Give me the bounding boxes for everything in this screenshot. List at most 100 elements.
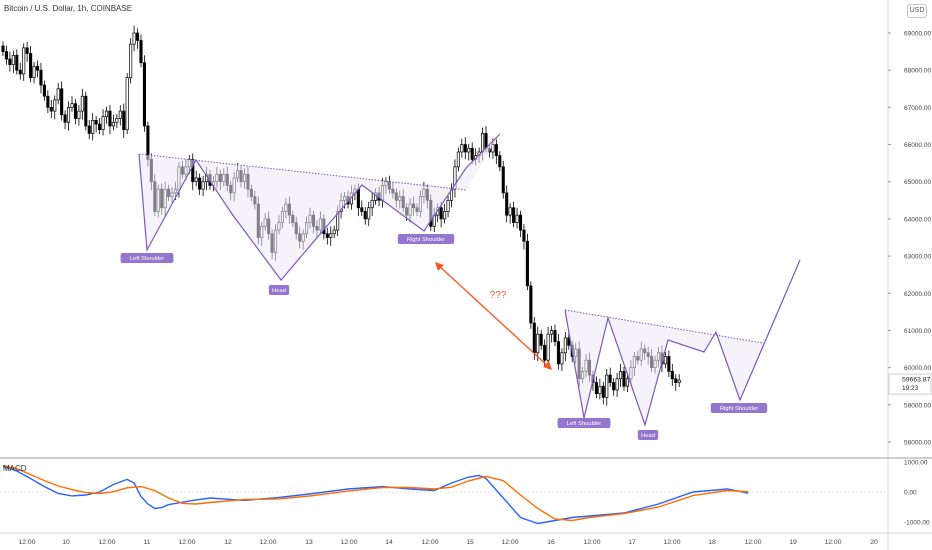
candle: [536, 326, 540, 362]
candle-body: [563, 337, 567, 354]
candle-body: [136, 32, 140, 41]
time-tick-label: 12:00: [340, 539, 357, 546]
candle-body: [139, 40, 143, 64]
candle: [360, 200, 364, 216]
candle: [32, 62, 36, 84]
candle: [467, 143, 471, 161]
candle: [453, 159, 457, 198]
candle: [198, 173, 202, 195]
time-tick-label: 12:00: [663, 539, 680, 546]
time-tick-label: 12:00: [824, 539, 841, 546]
pattern-label-left-shoulder: Left Shoulder: [567, 421, 602, 427]
time-tick-label: 12:00: [178, 539, 195, 546]
last-price-label: 59663.87: [902, 377, 931, 384]
candle: [129, 38, 133, 84]
candle: [446, 195, 450, 218]
pattern-label-right-shoulder: Right Shoulder: [407, 237, 445, 243]
candle-body: [598, 385, 602, 395]
candle-body: [456, 151, 460, 168]
time-axis[interactable]: 12:00 10 12:00 11 12:00 12 12:00 13 12:00 14 12:00…: [0, 532, 932, 546]
candle-body: [39, 69, 43, 86]
candle-body: [556, 341, 561, 365]
candle-body: [101, 116, 105, 131]
candle: [11, 50, 15, 73]
candle: [49, 99, 53, 119]
candle-body: [546, 333, 550, 361]
candle: [94, 115, 98, 133]
candle: [122, 103, 126, 139]
candle-body: [70, 103, 74, 108]
candle: [501, 160, 505, 199]
candle-body: [329, 233, 333, 238]
candle-body: [46, 95, 50, 108]
candle-body: [670, 371, 674, 380]
candle-body: [198, 177, 202, 190]
candle: [663, 352, 667, 369]
candle-body: [201, 181, 205, 190]
candle: [46, 90, 50, 114]
candle: [529, 281, 533, 329]
candle: [598, 378, 602, 400]
candle-body: [35, 66, 40, 71]
candle-body: [25, 47, 29, 54]
candle: [463, 137, 467, 160]
candle: [63, 110, 67, 130]
candle-body: [49, 107, 53, 112]
candle-body: [539, 333, 543, 346]
candle: [132, 25, 136, 52]
candle-body: [625, 378, 630, 387]
price-tick-label: 59000.00: [904, 402, 931, 409]
arrow-head-start: [435, 262, 444, 271]
candle-body: [77, 110, 81, 119]
candle-body: [443, 211, 447, 220]
pattern-2: Left Shoulder Head Right Shoulder: [557, 259, 801, 440]
time-tick-label: 12:00: [501, 539, 518, 546]
candle: [56, 82, 60, 105]
candle-body: [325, 233, 329, 238]
time-tick-label: 12:00: [744, 539, 761, 546]
candle-body: [118, 110, 122, 119]
time-tick-label: 19: [789, 539, 797, 546]
price-tick-label: 60000.00: [904, 365, 931, 372]
candle-body: [108, 110, 112, 127]
pattern-label-box: [268, 285, 290, 295]
candle: [470, 142, 474, 164]
candle: [111, 114, 115, 131]
candle-body: [612, 382, 616, 391]
candle: [549, 325, 554, 343]
candle-body: [501, 166, 505, 194]
candle: [677, 374, 681, 387]
candle-body: [1, 45, 5, 52]
candle: [443, 204, 447, 224]
candle-body: [518, 214, 523, 231]
time-tick-label: 13: [305, 539, 313, 546]
candle-body: [498, 155, 502, 168]
candle: [98, 118, 102, 135]
candle: [556, 334, 561, 370]
candle-body: [91, 120, 95, 134]
candle: [70, 96, 74, 112]
candle: [125, 73, 129, 135]
candle: [546, 326, 550, 368]
candle: [191, 153, 195, 191]
candle: [674, 374, 678, 391]
candle-body: [42, 84, 46, 97]
price-axis[interactable]: 69000.00 68000.00 67000.00 66000.00 65000.00…: [887, 0, 932, 550]
question-annotation: ???: [490, 290, 507, 301]
candle-body: [115, 118, 119, 123]
candle-body: [104, 110, 109, 118]
candle-body: [87, 125, 91, 134]
candle: [525, 233, 529, 291]
candle-body: [142, 62, 147, 127]
candle: [15, 49, 19, 75]
time-tick-label: 12: [224, 539, 232, 546]
candle-body: [98, 123, 102, 131]
pattern-label-box: [397, 234, 455, 244]
candle-body: [363, 211, 367, 220]
candle-body: [129, 43, 133, 78]
macd-label[interactable]: MACD: [3, 464, 27, 473]
arrow-line: [436, 263, 551, 369]
symbol-title[interactable]: Bitcoin / U.S. Dollar, 1h, COINBASE: [4, 4, 133, 13]
currency-button[interactable]: USD: [907, 4, 927, 18]
